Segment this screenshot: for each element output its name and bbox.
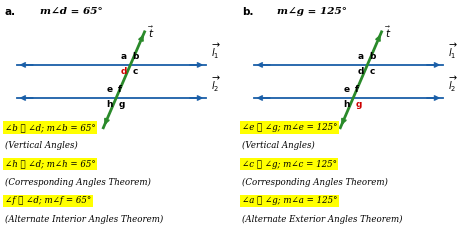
Text: c: c: [369, 67, 375, 75]
Text: (Alternate Exterior Angles Theorem): (Alternate Exterior Angles Theorem): [242, 215, 402, 224]
Text: $\vec{t}$: $\vec{t}$: [148, 24, 155, 40]
Text: ∠a ≅ ∠g; m∠a = 125°: ∠a ≅ ∠g; m∠a = 125°: [242, 196, 337, 205]
Text: ∠h ≅ ∠d; m∠h = 65°: ∠h ≅ ∠d; m∠h = 65°: [5, 160, 95, 169]
Text: g: g: [355, 100, 362, 109]
Text: $\vec{t}$: $\vec{t}$: [385, 24, 392, 40]
Text: (Alternate Interior Angles Theorem): (Alternate Interior Angles Theorem): [5, 215, 163, 224]
Text: b.: b.: [242, 7, 253, 17]
Text: m∠d = 65°: m∠d = 65°: [40, 7, 103, 16]
Text: a: a: [121, 52, 127, 61]
Text: ∠b ≅ ∠d; m∠b = 65°: ∠b ≅ ∠d; m∠b = 65°: [5, 123, 95, 132]
Text: h: h: [344, 100, 350, 109]
Text: (Vertical Angles): (Vertical Angles): [5, 141, 77, 150]
Text: h: h: [107, 100, 113, 109]
Text: $\overrightarrow{l_1}$: $\overrightarrow{l_1}$: [211, 42, 221, 61]
Text: $\overrightarrow{l_2}$: $\overrightarrow{l_2}$: [211, 75, 221, 94]
Text: (Corresponding Angles Theorem): (Corresponding Angles Theorem): [242, 178, 388, 187]
Text: ∠f ≅ ∠d; m∠f = 65°: ∠f ≅ ∠d; m∠f = 65°: [5, 196, 91, 205]
Text: $\overrightarrow{l_1}$: $\overrightarrow{l_1}$: [448, 42, 458, 61]
Text: a: a: [358, 52, 364, 61]
Text: f: f: [118, 85, 122, 94]
Text: b: b: [132, 52, 139, 61]
Text: d: d: [121, 67, 127, 75]
Text: e: e: [344, 85, 350, 94]
Text: (Vertical Angles): (Vertical Angles): [242, 141, 314, 150]
Text: m∠g = 125°: m∠g = 125°: [277, 7, 347, 16]
Text: d: d: [358, 67, 364, 75]
Text: e: e: [107, 85, 113, 94]
Text: c: c: [132, 67, 138, 75]
Text: ∠e ≅ ∠g; m∠e = 125°: ∠e ≅ ∠g; m∠e = 125°: [242, 123, 337, 132]
Text: g: g: [118, 100, 125, 109]
Text: a.: a.: [5, 7, 16, 17]
Text: ∠c ≅ ∠g; m∠c = 125°: ∠c ≅ ∠g; m∠c = 125°: [242, 160, 337, 169]
Text: f: f: [355, 85, 359, 94]
Text: b: b: [369, 52, 376, 61]
Text: (Corresponding Angles Theorem): (Corresponding Angles Theorem): [5, 178, 151, 187]
Text: $\overrightarrow{l_2}$: $\overrightarrow{l_2}$: [448, 75, 458, 94]
